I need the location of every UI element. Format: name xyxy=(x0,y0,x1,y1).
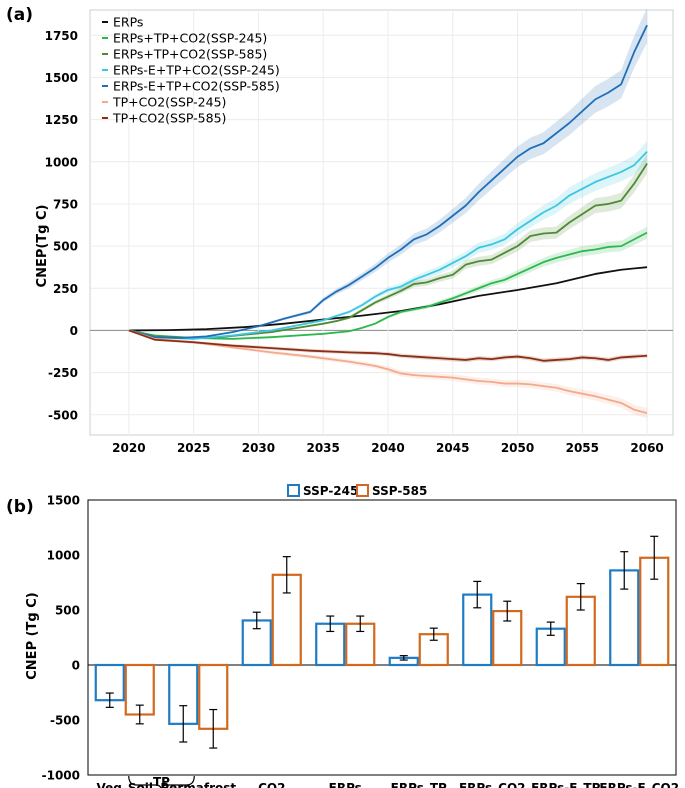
error-bar-erps-e-tp-ssp-245 xyxy=(546,621,555,636)
panel-a-legend: ERPsERPs+TP+CO2(SSP-245)ERPs+TP+CO2(SSP-… xyxy=(102,15,280,126)
error-bar-veg-soil-ssp-245 xyxy=(105,692,114,708)
category-label: Permafrost xyxy=(160,781,236,788)
band-tp-co2-ssp-245 xyxy=(128,329,648,419)
error-bar-erps-co2-ssp-245 xyxy=(473,580,482,609)
panel-a-label: (a) xyxy=(6,5,33,25)
x-tick-label: 2060 xyxy=(630,441,663,455)
y-tick-label: 1000 xyxy=(47,549,80,563)
category-label: ERPs xyxy=(329,781,362,788)
y-tick-label: -1000 xyxy=(42,769,80,783)
error-bar-erps-ssp-585 xyxy=(356,615,365,633)
category-label: ERPs_CO2 xyxy=(459,781,526,788)
error-bar-erps-e-tp-ssp-585 xyxy=(576,582,585,611)
line-erps-tp-co2-ssp-585 xyxy=(128,162,648,339)
category-label: Veg_Soil xyxy=(97,781,153,788)
line-tp-co2-ssp-245 xyxy=(128,329,648,414)
panel-b-y-axis-label: CNEP (Tg C) xyxy=(25,592,40,679)
panel-b-y-tick-labels: -1000 -500 0 500 1000 1500 xyxy=(42,494,80,783)
error-bar-erps-tp-ssp-245 xyxy=(399,655,408,661)
y-tick-label: 1750 xyxy=(45,29,78,43)
category-label: ERPs_TP xyxy=(391,781,447,788)
legend-swatch-ssp-585 xyxy=(356,484,369,497)
line-tp-co2-ssp-585 xyxy=(128,329,648,362)
y-tick-label: -500 xyxy=(50,714,80,728)
error-bar-permafrost-ssp-585 xyxy=(209,708,218,749)
y-tick-label: 1000 xyxy=(45,155,78,169)
panel-a-gridlines xyxy=(90,10,673,435)
error-bar-erps-e-co2-ssp-585 xyxy=(650,535,659,580)
error-bar-erps-ssp-245 xyxy=(326,615,335,633)
x-tick-label: 2030 xyxy=(242,441,275,455)
y-tick-label: 750 xyxy=(53,197,78,211)
category-label: CO2 xyxy=(258,781,285,788)
error-bar-erps-co2-ssp-585 xyxy=(503,600,512,622)
legend-label: ERPs+TP+CO2(SSP-245) xyxy=(113,31,267,46)
legend-swatch-ssp-245 xyxy=(287,484,300,497)
y-tick-label: 0 xyxy=(70,324,78,338)
x-tick-label: 2040 xyxy=(371,441,404,455)
error-bar-permafrost-ssp-245 xyxy=(179,705,188,743)
panel-a-plot-area xyxy=(89,9,674,436)
y-tick-label: 250 xyxy=(53,282,78,296)
category-label: ERPs-E_TP xyxy=(531,781,601,788)
category-label: ERPs-E_CO2 xyxy=(599,781,679,788)
line-erps-e-tp-co2-ssp-585 xyxy=(128,24,648,339)
y-tick-label: 500 xyxy=(55,604,80,618)
error-bar-erps-e-co2-ssp-245 xyxy=(620,551,629,590)
y-tick-label: -250 xyxy=(48,366,78,380)
y-tick-label: 1250 xyxy=(45,113,78,127)
legend-label: ERPs+TP+CO2(SSP-585) xyxy=(113,47,267,62)
legend-label: TP+CO2(SSP-245) xyxy=(112,95,226,110)
x-tick-label: 2035 xyxy=(306,441,339,455)
panel-b-error-bars xyxy=(105,535,659,749)
panel-a-y-axis-label: CNEP(Tg C) xyxy=(35,205,50,288)
y-tick-label: -500 xyxy=(48,408,78,422)
panel-b-tp-group-brace: TP xyxy=(128,775,195,788)
error-bar-veg-soil-ssp-585 xyxy=(135,704,144,725)
x-tick-label: 2025 xyxy=(177,441,210,455)
tp-brace-path xyxy=(128,775,195,788)
line-erps-tp-co2-ssp-245 xyxy=(128,231,648,340)
panel-b-label: (b) xyxy=(6,497,34,517)
panel-a-line-chart: (a) -500 -250 0 250 500 750 1000 1250 1500 1750 2… xyxy=(6,5,674,455)
x-tick-label: 2020 xyxy=(112,441,145,455)
y-tick-label: 0 xyxy=(72,659,80,673)
x-tick-label: 2050 xyxy=(501,441,534,455)
band-tp-co2-ssp-585 xyxy=(128,329,648,364)
panel-a-series-lines xyxy=(128,24,648,414)
error-bar-co2-ssp-245 xyxy=(252,611,261,630)
panel-b-plot-frame xyxy=(87,499,677,776)
x-tick-label: 2045 xyxy=(436,441,469,455)
panel-b-category-labels: Veg_Soil Permafrost CO2 ERPs ERPs_TP ERPs_CO2… xyxy=(97,781,680,788)
y-tick-label: 1500 xyxy=(45,71,78,85)
legend-label: ERPs-E+TP+CO2(SSP-245) xyxy=(113,63,280,78)
legend-label: ERPs-E+TP+CO2(SSP-585) xyxy=(113,79,280,94)
panel-a-x-tick-labels: 2020 2025 2030 2035 2040 2045 2050 2055 2060 xyxy=(112,441,664,455)
error-bar-co2-ssp-585 xyxy=(282,556,291,594)
y-tick-label: 1500 xyxy=(47,494,80,508)
legend-label: TP+CO2(SSP-585) xyxy=(112,111,226,126)
panel-a-y-tick-labels: -500 -250 0 250 500 750 1000 1250 1500 1750 xyxy=(45,29,78,422)
legend-label: ERPs xyxy=(113,15,143,30)
y-tick-label: 500 xyxy=(53,240,78,254)
panel-b-legend: SSP-245 SSP-585 xyxy=(287,484,427,498)
legend-label: SSP-245 xyxy=(303,484,358,498)
legend-label: SSP-585 xyxy=(372,484,427,498)
bar-erps-tp-ssp-585 xyxy=(418,633,449,667)
tp-brace-label: TP xyxy=(153,775,170,788)
error-bar-erps-tp-ssp-585 xyxy=(429,627,438,641)
line-erps-e-tp-co2-ssp-245 xyxy=(128,151,648,340)
x-tick-label: 2055 xyxy=(566,441,599,455)
panel-b-bar-chart: (b) -1000 -500 0 500 1000 1500 Veg_Soil Permaf… xyxy=(6,484,679,788)
